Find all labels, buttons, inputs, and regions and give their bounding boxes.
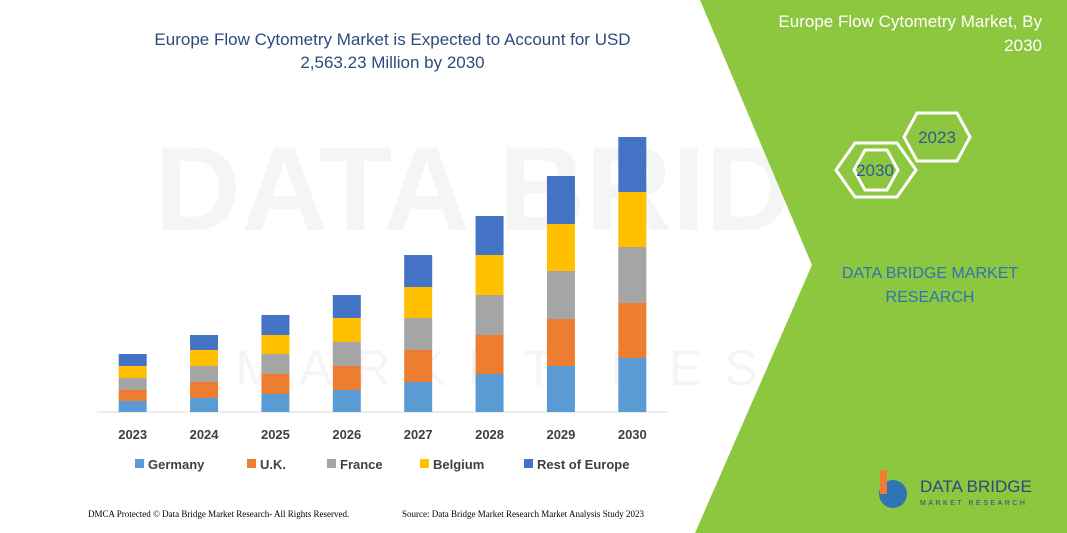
bar-segment xyxy=(261,394,290,412)
logo-icon xyxy=(880,470,887,494)
hexagon-label: 2023 xyxy=(918,128,956,147)
bar-segment xyxy=(546,366,575,412)
bar-segment xyxy=(404,318,433,350)
x-tick-label: 2027 xyxy=(404,427,433,442)
bar-segment xyxy=(118,378,147,390)
bar-segment xyxy=(190,382,219,398)
legend-label: Belgium xyxy=(433,457,484,472)
x-tick-label: 2024 xyxy=(190,427,220,442)
bar-segment xyxy=(618,303,647,358)
side-panel xyxy=(695,0,1067,533)
bar-segment xyxy=(618,247,647,303)
bar-segment xyxy=(475,374,504,412)
bar-segment xyxy=(546,271,575,319)
bar-segment xyxy=(261,354,290,374)
x-tick-label: 2025 xyxy=(261,427,290,442)
logo-tagline: MARKET RESEARCH xyxy=(920,500,1027,507)
bar-segment xyxy=(118,401,147,412)
legend-label: Germany xyxy=(148,457,205,472)
bar-segment xyxy=(118,354,147,366)
bar-segment xyxy=(404,287,433,318)
bar-segment xyxy=(190,350,219,366)
bar-segment xyxy=(261,374,290,394)
logo-name: DATA BRIDGE xyxy=(920,477,1032,496)
bar-segment xyxy=(475,335,504,374)
bar-segment xyxy=(332,342,361,366)
bar-segment xyxy=(618,137,647,192)
legend-swatch xyxy=(420,459,429,468)
chart-title: Europe Flow Cytometry Market is Expected… xyxy=(154,30,631,72)
bar-segment xyxy=(475,216,504,255)
bar-segment xyxy=(332,318,361,342)
legend-label: U.K. xyxy=(260,457,286,472)
panel-brand: DATA BRIDGE MARKET RESEARCH xyxy=(841,265,1019,306)
x-tick-label: 2029 xyxy=(546,427,575,442)
hexagon xyxy=(852,148,900,192)
bar-segment xyxy=(261,335,290,354)
bar-segment xyxy=(332,366,361,390)
footer-source: Source: Data Bridge Market Research Mark… xyxy=(402,509,644,519)
legend-label: France xyxy=(340,457,383,472)
bar-segment xyxy=(190,335,219,350)
bar-segment xyxy=(475,255,504,295)
x-tick-label: 2023 xyxy=(118,427,147,442)
x-tick-label: 2030 xyxy=(618,427,647,442)
bar-segment xyxy=(546,224,575,271)
panel-title: Europe Flow Cytometry Market, By 2030 xyxy=(778,12,1042,55)
bar-segment xyxy=(618,358,647,412)
bar-segment xyxy=(261,315,290,335)
hexagon xyxy=(902,111,972,163)
legend-swatch xyxy=(327,459,336,468)
hexagon-label: 2030 xyxy=(856,161,894,180)
legend-label: Rest of Europe xyxy=(537,457,629,472)
x-tick-label: 2028 xyxy=(475,427,504,442)
bar-segment xyxy=(404,382,433,412)
bar-segment xyxy=(190,366,219,382)
bar-segment xyxy=(618,192,647,247)
bar-segment xyxy=(546,319,575,366)
bar-segment xyxy=(546,176,575,224)
bar-segment xyxy=(118,390,147,401)
bar-segment xyxy=(404,255,433,287)
legend-swatch xyxy=(135,459,144,468)
bar-segment xyxy=(332,295,361,318)
legend-swatch xyxy=(524,459,533,468)
x-tick-label: 2026 xyxy=(332,427,361,442)
bar-segment xyxy=(404,350,433,382)
bar-segment xyxy=(332,390,361,412)
footer-copyright: DMCA Protected © Data Bridge Market Rese… xyxy=(88,509,349,519)
bar-segment xyxy=(190,398,219,412)
bar-segment xyxy=(118,366,147,378)
legend-swatch xyxy=(247,459,256,468)
bar-segment xyxy=(475,295,504,335)
hexagon xyxy=(834,141,918,199)
